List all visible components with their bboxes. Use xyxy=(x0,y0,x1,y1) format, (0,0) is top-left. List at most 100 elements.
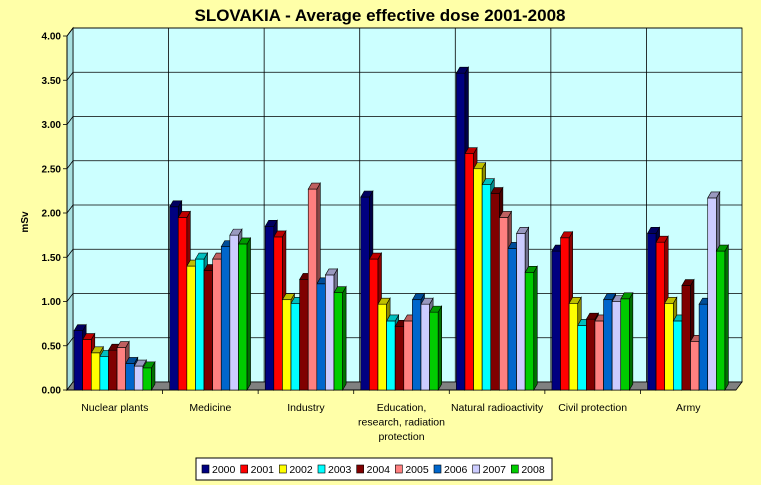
bar-2008 xyxy=(237,236,252,392)
bar-top xyxy=(429,305,443,313)
legend-swatch-2000 xyxy=(201,464,210,474)
bar-front xyxy=(611,301,622,391)
bar-front xyxy=(316,283,326,391)
bar-top xyxy=(715,244,729,252)
x-category-label: research, radiation xyxy=(358,417,445,429)
bar-front xyxy=(307,188,318,391)
legend-swatch-2004 xyxy=(356,464,364,474)
x-category-label: Education, xyxy=(377,402,427,414)
bar-front xyxy=(586,318,596,391)
bar-front xyxy=(481,184,492,391)
bar-side xyxy=(724,243,729,392)
bar-front xyxy=(507,248,517,391)
bar-2008 xyxy=(333,285,347,392)
bar-front xyxy=(516,233,526,391)
x-category-label: Industry xyxy=(287,402,325,414)
bar-front xyxy=(82,339,92,391)
legend-label-2002: 2002 xyxy=(289,464,313,476)
bar-front xyxy=(299,279,309,391)
bar-top xyxy=(603,293,617,301)
gridline-side xyxy=(66,293,74,302)
y-tick-label: 0.50 xyxy=(42,341,62,352)
bar-front xyxy=(177,217,188,391)
legend-label-2005: 2005 xyxy=(405,464,429,476)
x-category-label: Army xyxy=(676,402,701,414)
bar-side xyxy=(629,291,634,392)
bar-front xyxy=(169,206,179,391)
bar-top xyxy=(324,268,339,276)
gridline-side xyxy=(66,337,74,346)
bar-2008 xyxy=(142,360,156,392)
bar-front xyxy=(499,217,509,391)
bar-front xyxy=(369,258,379,391)
bar-front xyxy=(490,193,500,391)
bar-front xyxy=(673,320,683,391)
x-category-label: Nuclear plants xyxy=(81,402,148,414)
bar-front xyxy=(220,246,231,391)
x-category-label: Natural radioactivity xyxy=(451,402,544,414)
bar-top xyxy=(585,312,599,320)
legend-swatch-2007 xyxy=(472,464,480,474)
bar-top xyxy=(229,228,243,236)
x-category-label: protection xyxy=(378,431,424,443)
bar-front xyxy=(229,234,239,391)
bar-top xyxy=(464,147,478,155)
bar-front xyxy=(195,258,205,391)
bar-top xyxy=(82,333,96,340)
bar-top xyxy=(133,359,147,367)
bar-top xyxy=(264,219,278,227)
bar-side xyxy=(342,285,347,392)
y-axis-label: mSv xyxy=(20,211,31,233)
bar-front xyxy=(203,270,213,391)
legend-label-2004: 2004 xyxy=(367,464,391,476)
bar-top xyxy=(386,314,400,322)
bar-top xyxy=(681,279,695,286)
bar-top xyxy=(664,296,678,304)
bar-top xyxy=(524,265,538,273)
plot-area: 0.00 0.50 1.00 1.50 2.00 2.50 3.00 3.50 4.00 Nucl… xyxy=(42,26,743,443)
bar-front xyxy=(568,302,579,391)
bar-top xyxy=(281,293,296,301)
bar-front xyxy=(620,298,630,391)
bar-top xyxy=(568,296,582,304)
bar-front xyxy=(412,299,422,391)
bar-top xyxy=(490,187,504,194)
legend-label-2007: 2007 xyxy=(483,464,507,476)
bar-top xyxy=(142,361,156,369)
legend-swatch-2001 xyxy=(240,464,248,474)
bar-top xyxy=(194,252,209,260)
bar-front xyxy=(394,325,405,391)
bar-top xyxy=(455,66,469,74)
bar-top xyxy=(473,162,487,170)
y-tick-label: 4.00 xyxy=(42,32,62,43)
bar-front xyxy=(551,250,561,391)
bar-top xyxy=(360,190,374,198)
y-tick-label: 2.00 xyxy=(42,209,62,220)
legend-label-2001: 2001 xyxy=(251,464,275,476)
y-tick-label: 1.50 xyxy=(42,253,62,264)
bar-front xyxy=(603,299,613,391)
bar-front xyxy=(116,347,126,391)
bar-top xyxy=(377,297,391,305)
bar-front xyxy=(456,72,466,391)
bar-front xyxy=(377,303,387,391)
bar-front xyxy=(524,271,535,391)
bar-2008 xyxy=(524,265,538,392)
gridline-side xyxy=(66,27,74,37)
bar-top xyxy=(368,252,383,260)
bar-front xyxy=(186,265,196,391)
bar-top xyxy=(73,324,87,332)
bar-top xyxy=(707,191,721,199)
bar-front xyxy=(90,352,101,391)
bar-front xyxy=(360,196,370,391)
bar-front xyxy=(99,356,109,391)
bar-front xyxy=(664,302,674,391)
bar-top xyxy=(516,227,530,234)
bar-front xyxy=(690,341,700,391)
bar-front xyxy=(716,250,726,391)
legend-label-2006: 2006 xyxy=(444,464,468,476)
bar-top xyxy=(307,182,321,190)
bar-front xyxy=(386,320,396,391)
y-tick-label: 3.50 xyxy=(42,76,62,87)
gridline-side xyxy=(66,72,74,81)
